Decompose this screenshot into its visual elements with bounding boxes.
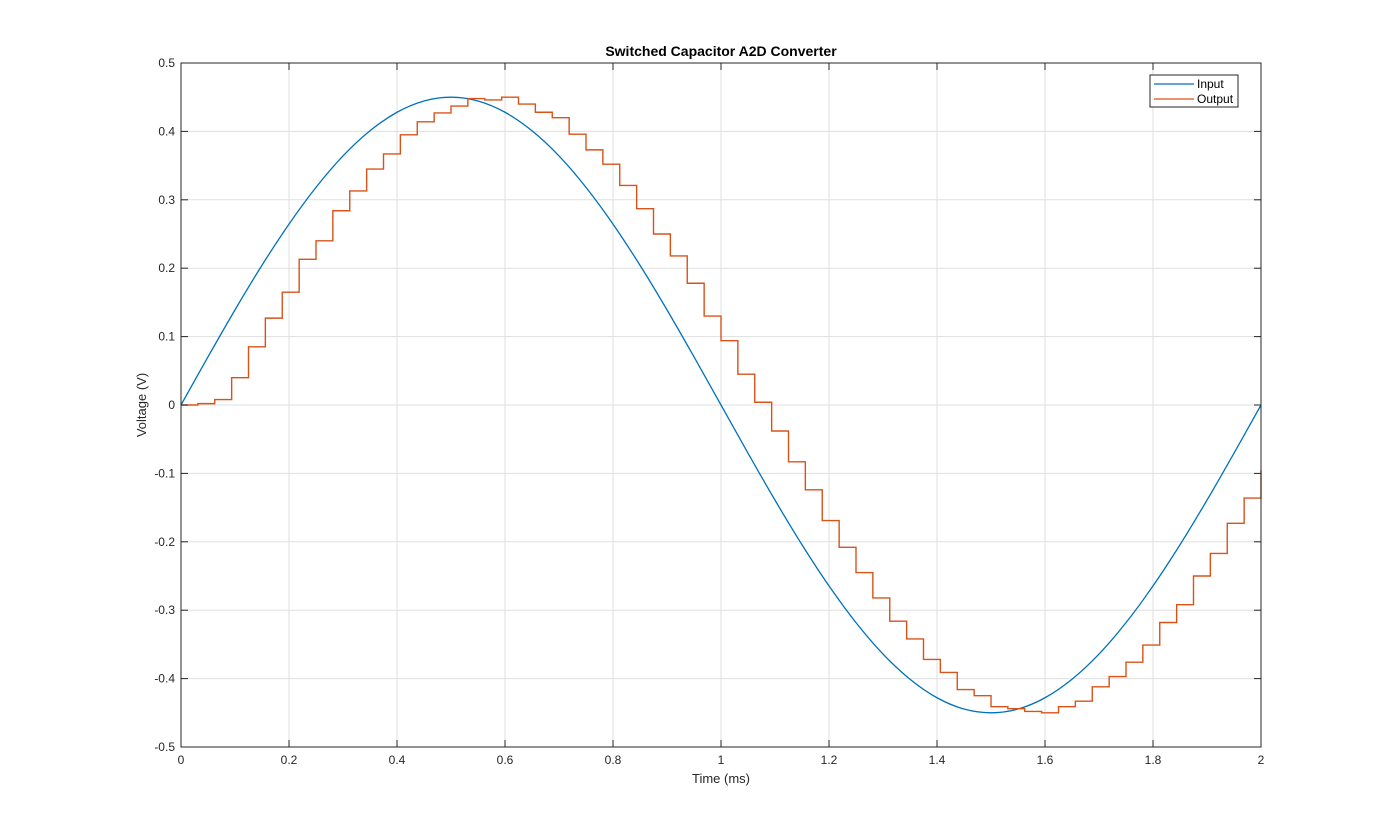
y-axis-label: Voltage (V) — [134, 373, 149, 437]
chart-title: Switched Capacitor A2D Converter — [605, 43, 837, 59]
legend[interactable]: Input Output — [1149, 74, 1239, 108]
x-tick-label: 0.6 — [497, 753, 514, 767]
x-tick-label: 0.8 — [605, 753, 622, 767]
x-tick-label: 1.4 — [929, 753, 946, 767]
x-tick-label: 2 — [1258, 753, 1265, 767]
y-tick-label: 0.3 — [158, 193, 175, 207]
y-tick-label: 0.4 — [158, 124, 175, 138]
y-tick-label: -0.1 — [154, 466, 175, 480]
legend-label-input: Input — [1197, 77, 1224, 91]
x-tick-label: 1.2 — [821, 753, 838, 767]
tick-labels: 0 0.2 0.4 0.6 0.8 1 1.2 1.4 1.6 1.8 2 -0.5 -0.4 -0.3 -… — [154, 56, 1264, 767]
legend-box — [1149, 74, 1239, 108]
legend-label-output: Output — [1197, 92, 1234, 106]
y-tick-label: -0.3 — [154, 603, 175, 617]
y-tick-label: -0.2 — [154, 535, 175, 549]
y-tick-label: 0.5 — [158, 56, 175, 70]
series-output-line — [181, 96, 1262, 714]
y-tick-label: -0.4 — [154, 672, 175, 686]
y-tick-label: 0.1 — [158, 330, 175, 344]
x-axis-label: Time (ms) — [692, 771, 750, 786]
x-tick-label: 0.4 — [389, 753, 406, 767]
x-tick-label: 0 — [178, 753, 185, 767]
series-input-line — [180, 96, 1262, 714]
ticks — [180, 62, 1262, 748]
y-tick-label: 0.2 — [158, 261, 175, 275]
x-tick-label: 1.8 — [1145, 753, 1162, 767]
series-layer — [180, 96, 1262, 714]
x-tick-label: 0.2 — [281, 753, 298, 767]
x-tick-label: 1 — [718, 753, 725, 767]
y-tick-label: 0 — [168, 398, 175, 412]
y-tick-label: -0.5 — [154, 740, 175, 754]
x-tick-label: 1.6 — [1037, 753, 1054, 767]
